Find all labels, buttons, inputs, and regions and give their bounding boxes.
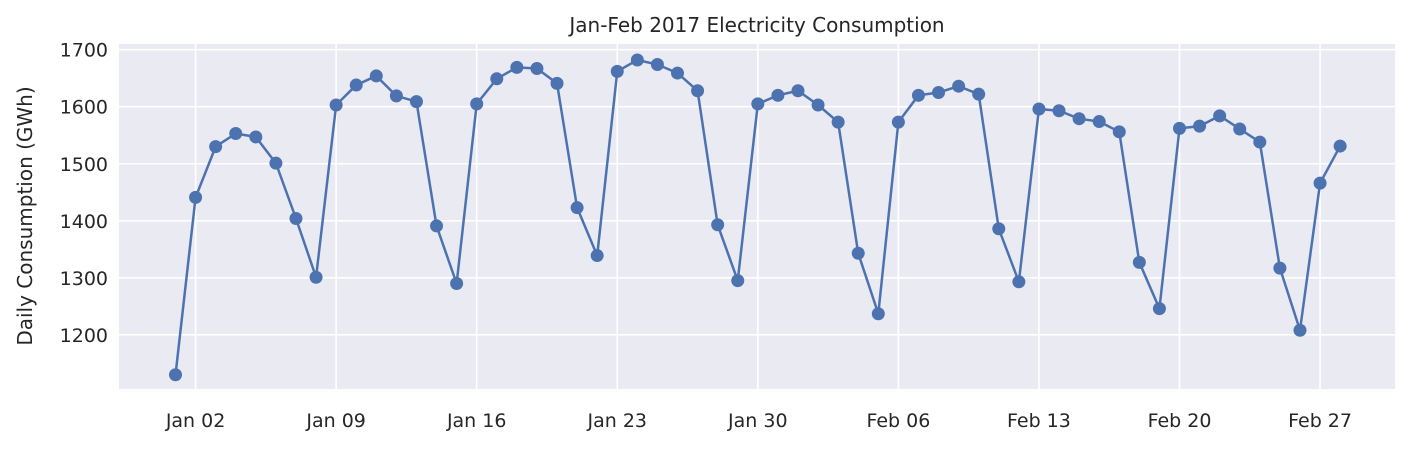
plot-background (119, 44, 1395, 389)
data-point (992, 222, 1006, 236)
data-point (630, 53, 644, 67)
data-point (550, 76, 564, 90)
data-point (1052, 104, 1066, 118)
data-point (811, 98, 825, 112)
data-point (1012, 275, 1026, 289)
x-tick-label: Jan 09 (305, 410, 366, 432)
y-tick-label: 1500 (60, 154, 108, 176)
data-point (1112, 125, 1126, 139)
data-point (932, 85, 946, 99)
data-point (610, 64, 624, 78)
data-point (891, 115, 905, 129)
x-tick-label: Feb 20 (1148, 410, 1212, 432)
data-point (289, 212, 303, 225)
data-point (1253, 135, 1267, 149)
data-point (470, 97, 484, 111)
data-point (1313, 176, 1327, 190)
data-point (169, 368, 182, 382)
data-point (450, 277, 464, 290)
y-tick-label: 1400 (60, 211, 108, 233)
y-tick-label: 1700 (60, 40, 108, 62)
x-tick-label: Jan 23 (587, 410, 648, 432)
data-point (590, 249, 604, 263)
data-point (389, 89, 403, 103)
data-point (1092, 115, 1106, 129)
y-tick-label: 1200 (60, 325, 108, 347)
series-points (169, 53, 1347, 382)
y-tick-label: 1600 (60, 97, 108, 119)
data-point (1152, 302, 1166, 316)
data-point (1032, 102, 1046, 116)
data-point (1213, 109, 1227, 123)
data-point (771, 88, 785, 102)
x-tick-label: Jan 30 (727, 410, 788, 432)
data-point (711, 218, 725, 232)
x-tick-label: Feb 13 (1007, 410, 1071, 432)
data-point (871, 307, 885, 321)
data-point (409, 95, 423, 109)
data-point (1293, 323, 1307, 337)
data-point (430, 219, 444, 233)
data-point (369, 69, 383, 83)
data-point (1193, 119, 1207, 133)
data-point (209, 140, 223, 154)
data-point (1132, 255, 1146, 269)
data-point (1072, 112, 1086, 126)
x-axis-ticks: Jan 02 Jan 09 Jan 16 Jan 23 Jan 30 Feb 06 Feb … (165, 410, 1352, 432)
y-axis-label: Daily Consumption (GWh) (13, 86, 37, 345)
data-point (530, 62, 544, 76)
data-point (751, 97, 765, 111)
data-point (691, 84, 705, 98)
data-point (1173, 121, 1186, 135)
data-point (851, 246, 865, 260)
data-point (911, 88, 925, 102)
chart-title: Jan-Feb 2017 Electricity Consumption (567, 13, 944, 37)
x-tick-label: Jan 16 (446, 410, 507, 432)
data-point (189, 190, 203, 204)
data-point (229, 127, 243, 141)
data-point (671, 66, 684, 80)
y-tick-label: 1300 (60, 268, 108, 290)
data-point (309, 270, 323, 284)
data-point (650, 58, 664, 72)
data-point (1333, 139, 1347, 153)
data-point (1273, 261, 1287, 275)
x-tick-label: Feb 27 (1288, 410, 1352, 432)
data-point (510, 60, 524, 74)
data-point (269, 156, 283, 170)
data-point (490, 72, 504, 86)
data-point (570, 201, 584, 215)
data-point (731, 274, 745, 288)
data-point (349, 78, 363, 92)
data-point (1233, 122, 1247, 136)
y-axis-ticks: 1200 1300 1400 1500 1600 1700 (60, 40, 108, 347)
data-point (952, 79, 966, 93)
data-point (831, 115, 845, 129)
data-point (329, 98, 343, 112)
x-tick-label: Feb 06 (866, 410, 930, 432)
x-tick-label: Jan 02 (165, 410, 226, 432)
data-point (791, 84, 805, 98)
data-point (972, 87, 986, 101)
data-point (249, 130, 263, 144)
